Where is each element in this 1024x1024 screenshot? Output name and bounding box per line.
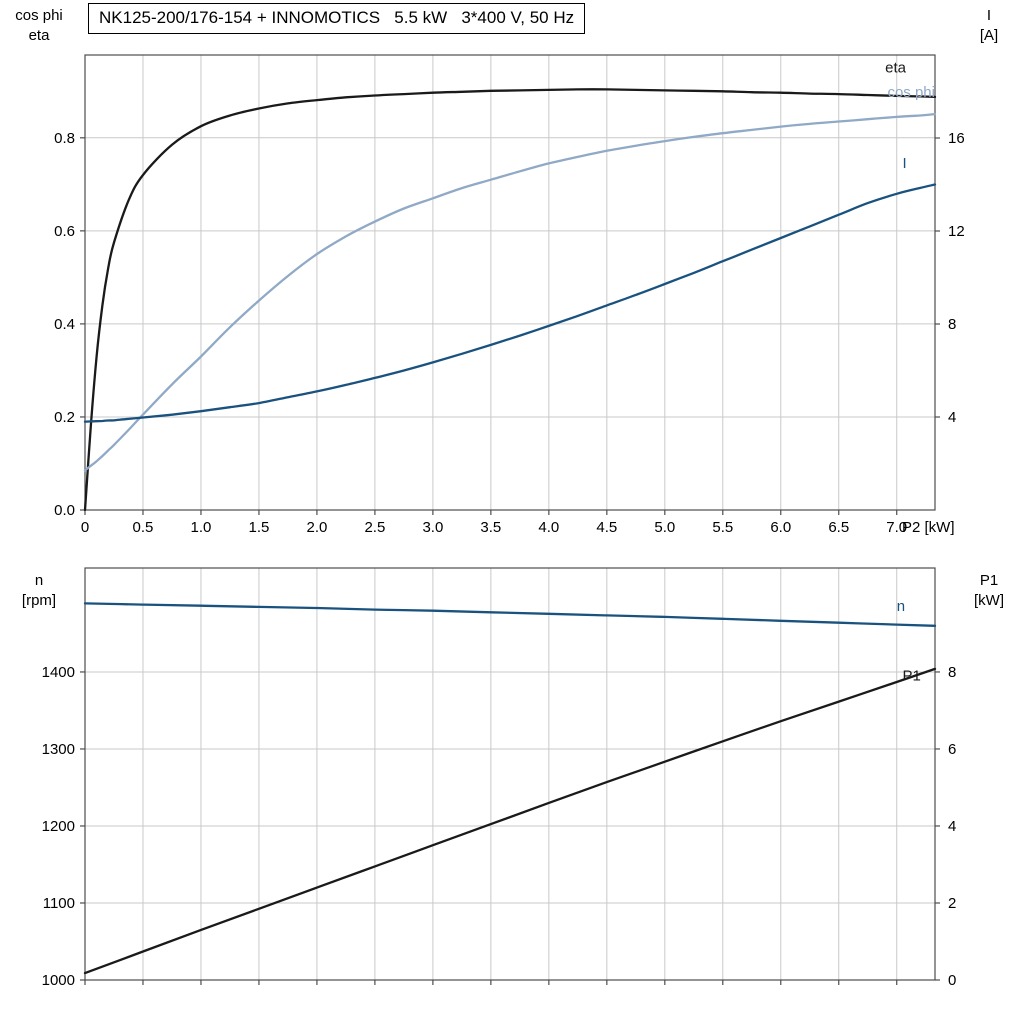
lower-left-axis-title: n [rpm] (4, 571, 74, 611)
tick-label: 7.0 (886, 519, 907, 536)
cos-phi-curve-label: cos phi (887, 84, 935, 101)
tick-label: 6 (948, 741, 956, 758)
tick-label: 0.8 (54, 130, 75, 147)
axis-title-line: n (34, 572, 44, 589)
n-curve (83, 602, 937, 627)
tick-label: 2 (948, 895, 956, 912)
tick-label: 0 (81, 519, 89, 536)
plot-frame (84, 54, 936, 511)
tick-label: 8 (948, 664, 956, 681)
n-curve-label: n (897, 598, 905, 615)
eta-curve (83, 88, 937, 512)
tick-label: 8 (948, 316, 956, 333)
P1-curve-label: P1 (903, 667, 921, 684)
axis-title-line: eta (28, 27, 50, 44)
tick-label: 1.5 (249, 519, 270, 536)
tick-label: 1200 (42, 818, 75, 835)
tick-label: 0.6 (54, 223, 75, 240)
tick-label: 0.2 (54, 409, 75, 426)
axis-title-line: [A] (979, 27, 999, 44)
motor-efficiency-current-chart: 0 0.5 1.0 1.5 2.0 2.5 3.0 3.5 4.0 4.5 5.0 5.5 6.0 6.5… (54, 54, 965, 536)
P1-curve (83, 667, 937, 975)
tick-label: 12 (948, 223, 965, 240)
tick-label: 0.0 (54, 502, 75, 519)
tick-label: 2.0 (306, 519, 327, 536)
chart-title-box: NK125-200/176-154 + INNOMOTICS 5.5 kW 3*… (88, 3, 586, 34)
upper-left-axis-title: cos phi eta (4, 6, 74, 46)
cos-phi-curve (83, 112, 937, 472)
tick-label: 0.4 (54, 316, 75, 333)
axis-title-line: [rpm] (21, 592, 57, 609)
tick-label: 5.0 (654, 519, 675, 536)
tick-label: 1400 (42, 664, 75, 681)
axis-title-line: [kW] (974, 592, 1004, 609)
eta-curve-label: eta (885, 60, 907, 77)
tick-label: 1.0 (191, 519, 212, 536)
tick-label: 4.5 (596, 519, 617, 536)
I-curve (83, 183, 937, 423)
tick-label: 6.5 (828, 519, 849, 536)
tick-label: 1300 (42, 741, 75, 758)
tick-label: 5.5 (712, 519, 733, 536)
axis-title-line: I (986, 7, 992, 24)
tick-label: 16 (948, 130, 965, 147)
axis-title-line: P1 (979, 572, 999, 589)
lower-right-axis-title: P1 [kW] (960, 571, 1018, 611)
x-axis-unit-label: P2 [kW] (902, 519, 955, 536)
tick-label: 4.0 (538, 519, 559, 536)
tick-label: 0.5 (133, 519, 154, 536)
tick-label: 3.5 (480, 519, 501, 536)
tick-label: 2.5 (364, 519, 385, 536)
axis-title-line: cos phi (15, 7, 63, 24)
motor-speed-power-chart: 1000 1100 1200 1300 1400 0 2 4 6 8 n P1 (42, 567, 956, 989)
tick-label: 4 (948, 409, 956, 426)
tick-label: 4 (948, 818, 956, 835)
tick-label: 1000 (42, 972, 75, 989)
upper-right-axis-title: I [A] (960, 6, 1018, 46)
tick-label: 1100 (43, 895, 75, 912)
plot-frame (84, 567, 936, 981)
tick-label: 0 (948, 972, 956, 989)
I-curve-label: I (903, 155, 907, 172)
tick-label: 6.0 (770, 519, 791, 536)
tick-label: 3.0 (422, 519, 443, 536)
